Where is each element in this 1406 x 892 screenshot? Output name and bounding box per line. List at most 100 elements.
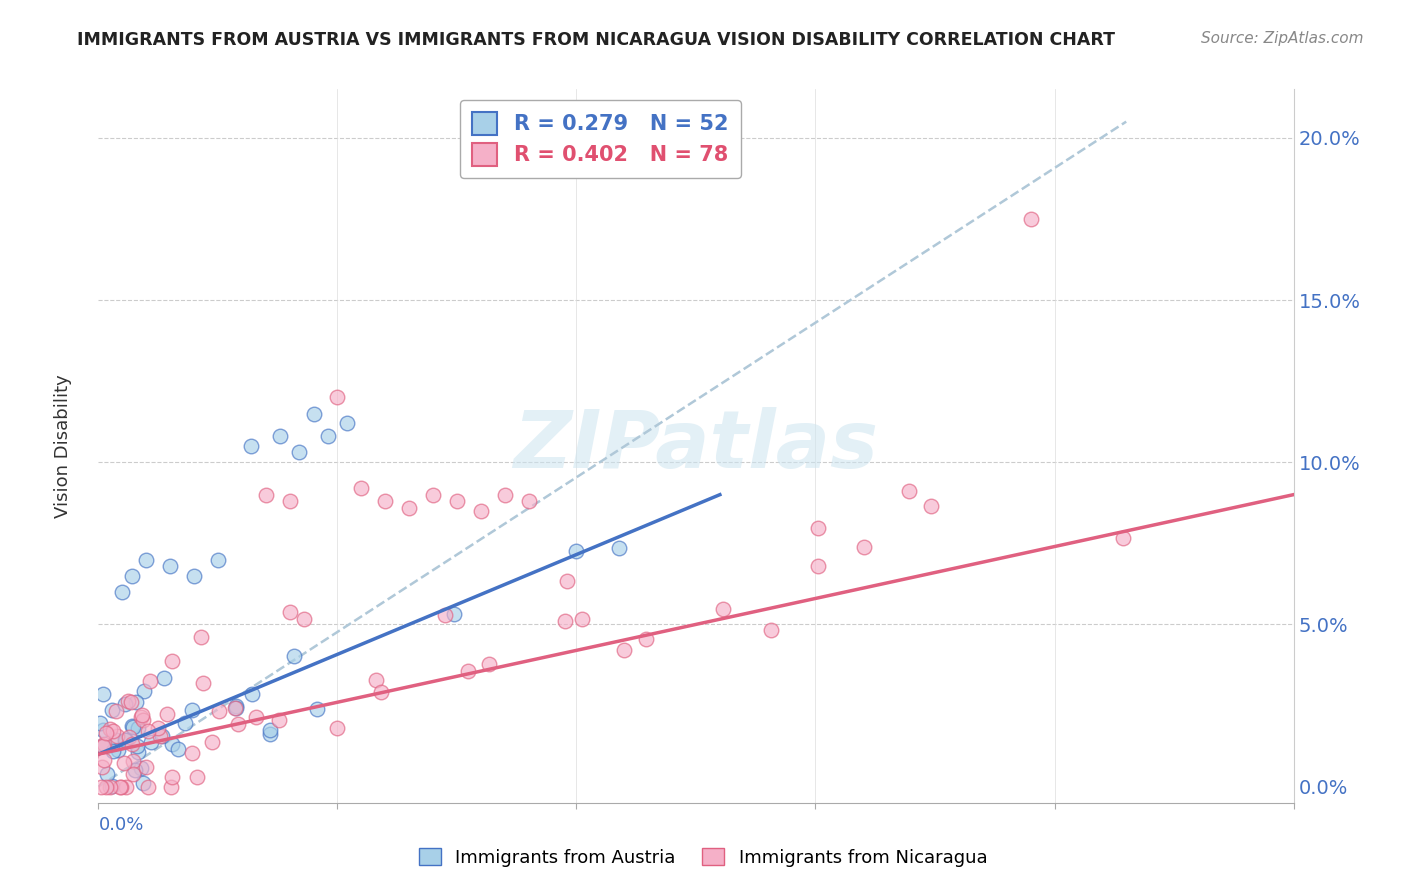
Point: [208, 704, 231, 718]
Point: [307, 702, 329, 716]
Point: [110, 780, 132, 794]
Point: [98, 722, 121, 736]
Point: [114, 698, 136, 712]
Point: [122, 767, 145, 781]
Point: [149, 729, 172, 743]
Point: [350, 481, 373, 495]
Point: [127, 745, 149, 759]
Point: [267, 713, 290, 727]
Point: [91, 760, 114, 774]
Point: [457, 665, 479, 679]
Point: [121, 737, 143, 751]
Point: [180, 746, 202, 760]
Point: [101, 724, 124, 739]
Point: [90, 780, 112, 794]
Point: [122, 720, 145, 734]
Point: [225, 701, 247, 715]
Point: [89, 715, 111, 730]
Point: [131, 710, 153, 724]
Point: [283, 648, 305, 663]
Point: [259, 723, 281, 738]
Point: [494, 488, 516, 502]
Point: [759, 623, 782, 637]
Point: [100, 703, 122, 717]
Point: [105, 732, 128, 747]
Point: [613, 642, 636, 657]
Point: [190, 630, 212, 644]
Point: [162, 654, 184, 668]
Point: [122, 754, 145, 768]
Point: [120, 695, 142, 709]
Point: [139, 735, 162, 749]
Point: [280, 605, 302, 619]
Point: [127, 739, 149, 753]
Legend: R = 0.279   N = 52, R = 0.402   N = 78: R = 0.279 N = 52, R = 0.402 N = 78: [460, 100, 741, 178]
Point: [91, 687, 114, 701]
Point: [105, 729, 128, 743]
Point: [111, 585, 134, 599]
Point: [807, 521, 830, 535]
Point: [93, 753, 115, 767]
Point: [446, 494, 468, 508]
Point: [852, 540, 875, 554]
Point: [91, 739, 114, 753]
Point: [225, 699, 247, 714]
Point: [135, 760, 157, 774]
Point: [127, 721, 149, 735]
Point: [565, 544, 588, 558]
Point: [183, 568, 205, 582]
Point: [370, 685, 392, 699]
Point: [245, 710, 267, 724]
Point: [174, 716, 197, 731]
Point: [159, 559, 181, 574]
Point: [93, 737, 115, 751]
Point: [103, 743, 125, 757]
Point: [269, 429, 291, 443]
Point: [1112, 531, 1135, 545]
Point: [364, 673, 387, 687]
Point: [124, 695, 146, 709]
Point: [121, 568, 143, 582]
Point: [118, 730, 141, 744]
Point: [326, 721, 349, 735]
Point: [180, 703, 202, 717]
Point: [132, 713, 155, 727]
Point: [1019, 211, 1042, 226]
Point: [159, 780, 181, 794]
Point: [115, 733, 138, 747]
Point: [124, 763, 146, 777]
Point: [104, 704, 127, 718]
Point: [121, 719, 143, 733]
Point: [96, 780, 118, 794]
Point: [571, 612, 593, 626]
Point: [150, 729, 173, 743]
Point: [316, 429, 339, 443]
Point: [898, 484, 921, 499]
Point: [115, 780, 138, 794]
Point: [186, 770, 208, 784]
Point: [240, 687, 263, 701]
Point: [398, 500, 420, 515]
Point: [434, 608, 457, 623]
Text: Source: ZipAtlas.com: Source: ZipAtlas.com: [1201, 31, 1364, 46]
Point: [191, 676, 214, 690]
Point: [112, 756, 135, 770]
Point: [292, 612, 315, 626]
Point: [207, 552, 229, 566]
Point: [148, 722, 170, 736]
Point: [224, 700, 246, 714]
Point: [443, 607, 465, 622]
Point: [254, 488, 277, 502]
Point: [711, 602, 734, 616]
Point: [152, 671, 174, 685]
Point: [557, 574, 579, 588]
Text: IMMIGRANTS FROM AUSTRIA VS IMMIGRANTS FROM NICARAGUA VISION DISABILITY CORRELATI: IMMIGRANTS FROM AUSTRIA VS IMMIGRANTS FR…: [77, 31, 1115, 49]
Point: [96, 767, 118, 781]
Point: [131, 707, 153, 722]
Point: [278, 494, 301, 508]
Point: [517, 494, 540, 508]
Legend: Immigrants from Austria, Immigrants from Nicaragua: Immigrants from Austria, Immigrants from…: [412, 841, 994, 874]
Point: [374, 494, 396, 508]
Point: [114, 733, 136, 747]
Point: [107, 742, 129, 756]
